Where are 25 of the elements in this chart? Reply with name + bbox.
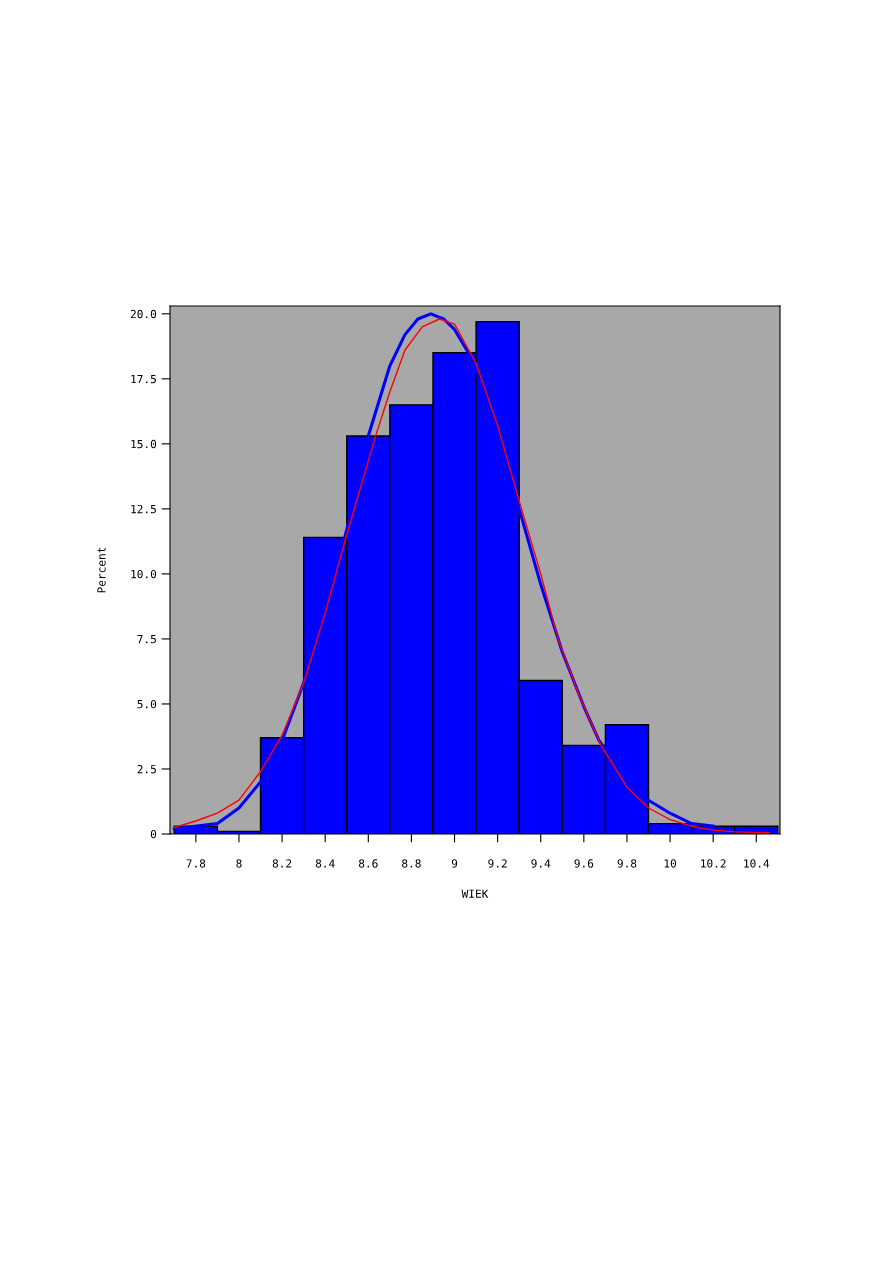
x-tick-label: 8.2 <box>272 859 292 868</box>
y-tick-label: 12.5 <box>131 504 156 514</box>
y-axis-title: Percent <box>97 547 106 593</box>
y-tick-label: 7.5 <box>137 635 156 644</box>
y-tick-label: 20.0 <box>130 309 157 319</box>
x-tick-label: 9 <box>451 859 458 868</box>
x-tick-label: 8.6 <box>358 859 378 868</box>
x-tick-label: 10.4 <box>744 859 770 868</box>
y-tick-label: 5.0 <box>137 699 157 709</box>
y-tick-label: 15.0 <box>131 439 157 449</box>
x-axis-title: WIEK <box>461 889 489 898</box>
x-tick-label: 9.4 <box>531 859 551 868</box>
x-tick-label: 8.4 <box>315 859 335 868</box>
x-tick-label: 8.8 <box>402 859 421 868</box>
x-tick-label: 9.6 <box>574 859 594 868</box>
x-tick-label: 9.2 <box>488 859 507 868</box>
y-tick-label: 2.5 <box>137 764 156 774</box>
x-tick-label: 10 <box>664 859 677 868</box>
y-tick-label: 17.5 <box>131 374 156 384</box>
x-tick-label: 9.8 <box>617 859 637 868</box>
x-tick-label: 7.8 <box>186 859 206 868</box>
y-tick-label: 0 <box>150 830 157 839</box>
x-tick-label: 8 <box>236 859 242 868</box>
x-tick-label: 10.2 <box>701 859 726 868</box>
y-tick-label: 10.0 <box>131 569 157 579</box>
